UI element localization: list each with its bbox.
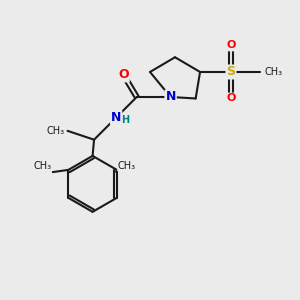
Text: CH₃: CH₃	[33, 160, 51, 171]
Text: H: H	[122, 115, 130, 125]
Text: CH₃: CH₃	[265, 67, 283, 77]
Text: N: N	[111, 111, 121, 124]
Text: N: N	[165, 91, 176, 103]
Text: O: O	[226, 40, 236, 50]
Text: S: S	[226, 65, 236, 79]
Text: O: O	[118, 68, 129, 81]
Text: CH₃: CH₃	[46, 126, 64, 136]
Text: O: O	[226, 94, 236, 103]
Text: CH₃: CH₃	[118, 160, 136, 171]
